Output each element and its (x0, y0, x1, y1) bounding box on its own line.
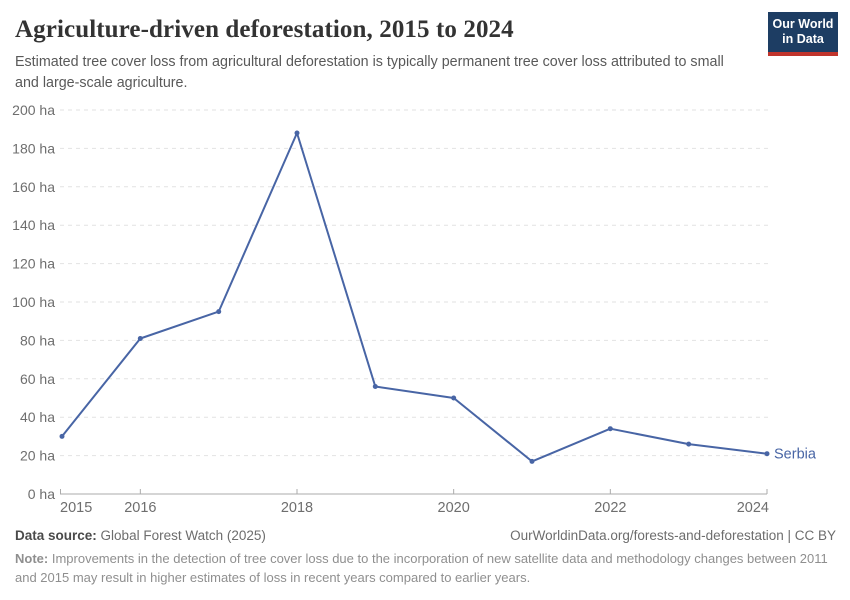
x-axis-label: 2024 (737, 500, 769, 516)
attribution-link[interactable]: OurWorldinData.org/forests-and-deforesta… (510, 528, 836, 543)
page-title: Agriculture-driven deforestation, 2015 t… (15, 16, 514, 43)
data-point-2020[interactable] (451, 395, 457, 401)
data-point-2019[interactable] (372, 384, 378, 389)
chart-subtitle: Estimated tree cover loss from agricultu… (15, 54, 724, 92)
data-source: Data source: Global Forest Watch (2025) (15, 528, 266, 543)
y-axis-label: 40 ha (20, 409, 55, 425)
data-point-2016[interactable] (137, 336, 143, 341)
data-point-2021[interactable] (529, 458, 535, 464)
y-axis-label: 60 ha (20, 371, 55, 387)
data-point-2024[interactable] (764, 451, 770, 457)
y-axis-label: 140 ha (12, 217, 55, 233)
y-axis-label: 20 ha (20, 448, 55, 464)
x-axis-label: 2018 (281, 500, 313, 516)
y-axis-label: 0 ha (28, 486, 55, 502)
chart-note-text: Improvements in the detection of tree co… (15, 551, 828, 585)
x-axis-label: 2015 (60, 500, 92, 516)
owid-logo-line1: Our World (772, 17, 834, 31)
series-end-label-serbia[interactable]: Serbia (774, 447, 817, 463)
x-axis-label: 2016 (124, 500, 156, 516)
chart-note: Note: Improvements in the detection of t… (15, 550, 836, 588)
x-axis-label: 2020 (438, 500, 470, 516)
data-point-2022[interactable] (607, 426, 613, 432)
chart-note-label: Note: (15, 551, 49, 566)
owid-logo[interactable]: Our World in Data (768, 12, 838, 56)
y-axis-label: 100 ha (12, 294, 55, 310)
data-point-2023[interactable] (686, 441, 692, 447)
y-axis-label: 80 ha (20, 332, 55, 348)
data-point-2018[interactable] (294, 130, 300, 136)
data-point-2017[interactable] (216, 309, 222, 315)
x-axis-label: 2022 (594, 500, 626, 516)
y-axis-label: 200 ha (12, 102, 55, 118)
line-chart[interactable]: 0 ha 20 ha 40 ha 60 ha 80 ha 100 ha 120 ha 140 … (0, 95, 850, 530)
chart-footer: Data source: Global Forest Watch (2025) … (15, 528, 836, 588)
y-axis-label: 120 ha (12, 256, 55, 272)
data-point-2015[interactable] (59, 433, 65, 439)
data-source-label: Data source: (15, 528, 97, 543)
y-axis-label: 160 ha (12, 179, 55, 195)
series-line-serbia (61, 132, 768, 463)
owid-logo-line2: in Data (782, 32, 824, 47)
y-axis-label: 180 ha (12, 140, 55, 156)
data-source-value: Global Forest Watch (2025) (100, 528, 266, 543)
